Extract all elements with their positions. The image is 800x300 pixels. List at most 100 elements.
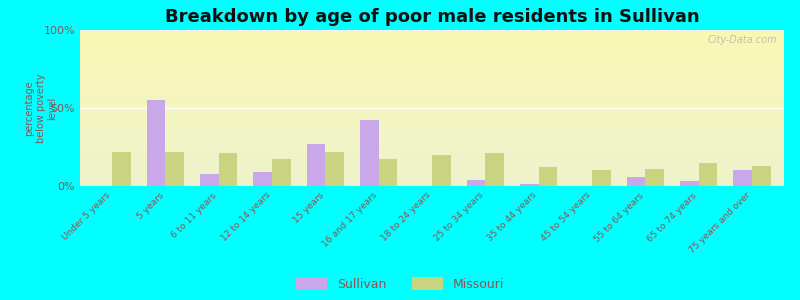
Bar [80,140,784,141]
Bar [80,95,784,96]
Bar [306,144,326,186]
Bar [80,174,784,175]
Bar [80,78,784,79]
Bar [80,144,784,145]
Bar [80,64,784,65]
Bar [80,66,784,67]
Bar [80,141,784,142]
Bar [80,152,784,153]
Bar [80,99,784,100]
Bar [80,92,784,93]
Bar [80,124,784,125]
Bar [80,122,784,123]
Bar [80,38,784,39]
Bar [80,184,784,185]
Bar [80,179,784,180]
Bar [112,152,130,186]
Bar [80,89,784,90]
Bar [80,112,784,113]
Bar [80,51,784,52]
Bar [146,100,166,186]
Bar [80,93,784,94]
Bar [80,176,784,177]
Bar [80,86,784,87]
Bar [80,96,784,97]
Bar [80,166,784,167]
Bar [80,52,784,53]
Bar [80,185,784,186]
Bar [80,75,784,76]
Bar [80,173,784,174]
Bar [80,87,784,88]
Bar [80,73,784,74]
Bar [80,49,784,50]
Bar [80,139,784,140]
Bar [80,163,784,164]
Bar [80,100,784,101]
Bar [734,170,752,186]
Bar [80,46,784,47]
Bar [80,181,784,182]
Bar [80,56,784,57]
Bar [80,61,784,62]
Bar [326,152,344,186]
Bar [80,65,784,66]
Bar [80,57,784,58]
Bar [80,69,784,70]
Bar [80,77,784,78]
Bar [80,101,784,102]
Bar [80,85,784,86]
Bar [80,35,784,36]
Bar [80,104,784,105]
Bar [80,118,784,119]
Bar [80,134,784,135]
Bar [80,108,784,109]
Bar [80,156,784,157]
Bar [80,48,784,49]
Bar [80,167,784,168]
Bar [80,79,784,80]
Bar [80,126,784,127]
Bar [80,53,784,54]
Bar [80,154,784,155]
Bar [378,160,398,186]
Bar [200,173,218,186]
Bar [80,137,784,138]
Bar [80,34,784,35]
Bar [80,142,784,143]
Bar [80,157,784,158]
Bar [272,160,290,186]
Bar [592,170,610,186]
Bar [80,102,784,103]
Legend: Sullivan, Missouri: Sullivan, Missouri [296,277,504,291]
Bar [80,113,784,114]
Bar [80,72,784,73]
Bar [80,128,784,129]
Bar [80,81,784,82]
Bar [80,165,784,166]
Bar [80,160,784,161]
Text: City-Data.com: City-Data.com [707,35,777,45]
Bar [80,153,784,154]
Bar [80,180,784,181]
Bar [80,146,784,147]
Bar [80,147,784,148]
Bar [80,68,784,69]
Bar [80,67,784,68]
Bar [80,54,784,55]
Bar [80,41,784,42]
Bar [80,43,784,44]
Bar [80,59,784,60]
Bar [80,161,784,162]
Bar [80,164,784,165]
Bar [80,120,784,121]
Bar [80,121,784,122]
Bar [80,84,784,85]
Bar [80,138,784,139]
Bar [80,155,784,156]
Bar [166,152,184,186]
Bar [80,44,784,45]
Bar [80,30,784,31]
Bar [626,177,646,186]
Bar [80,170,784,171]
